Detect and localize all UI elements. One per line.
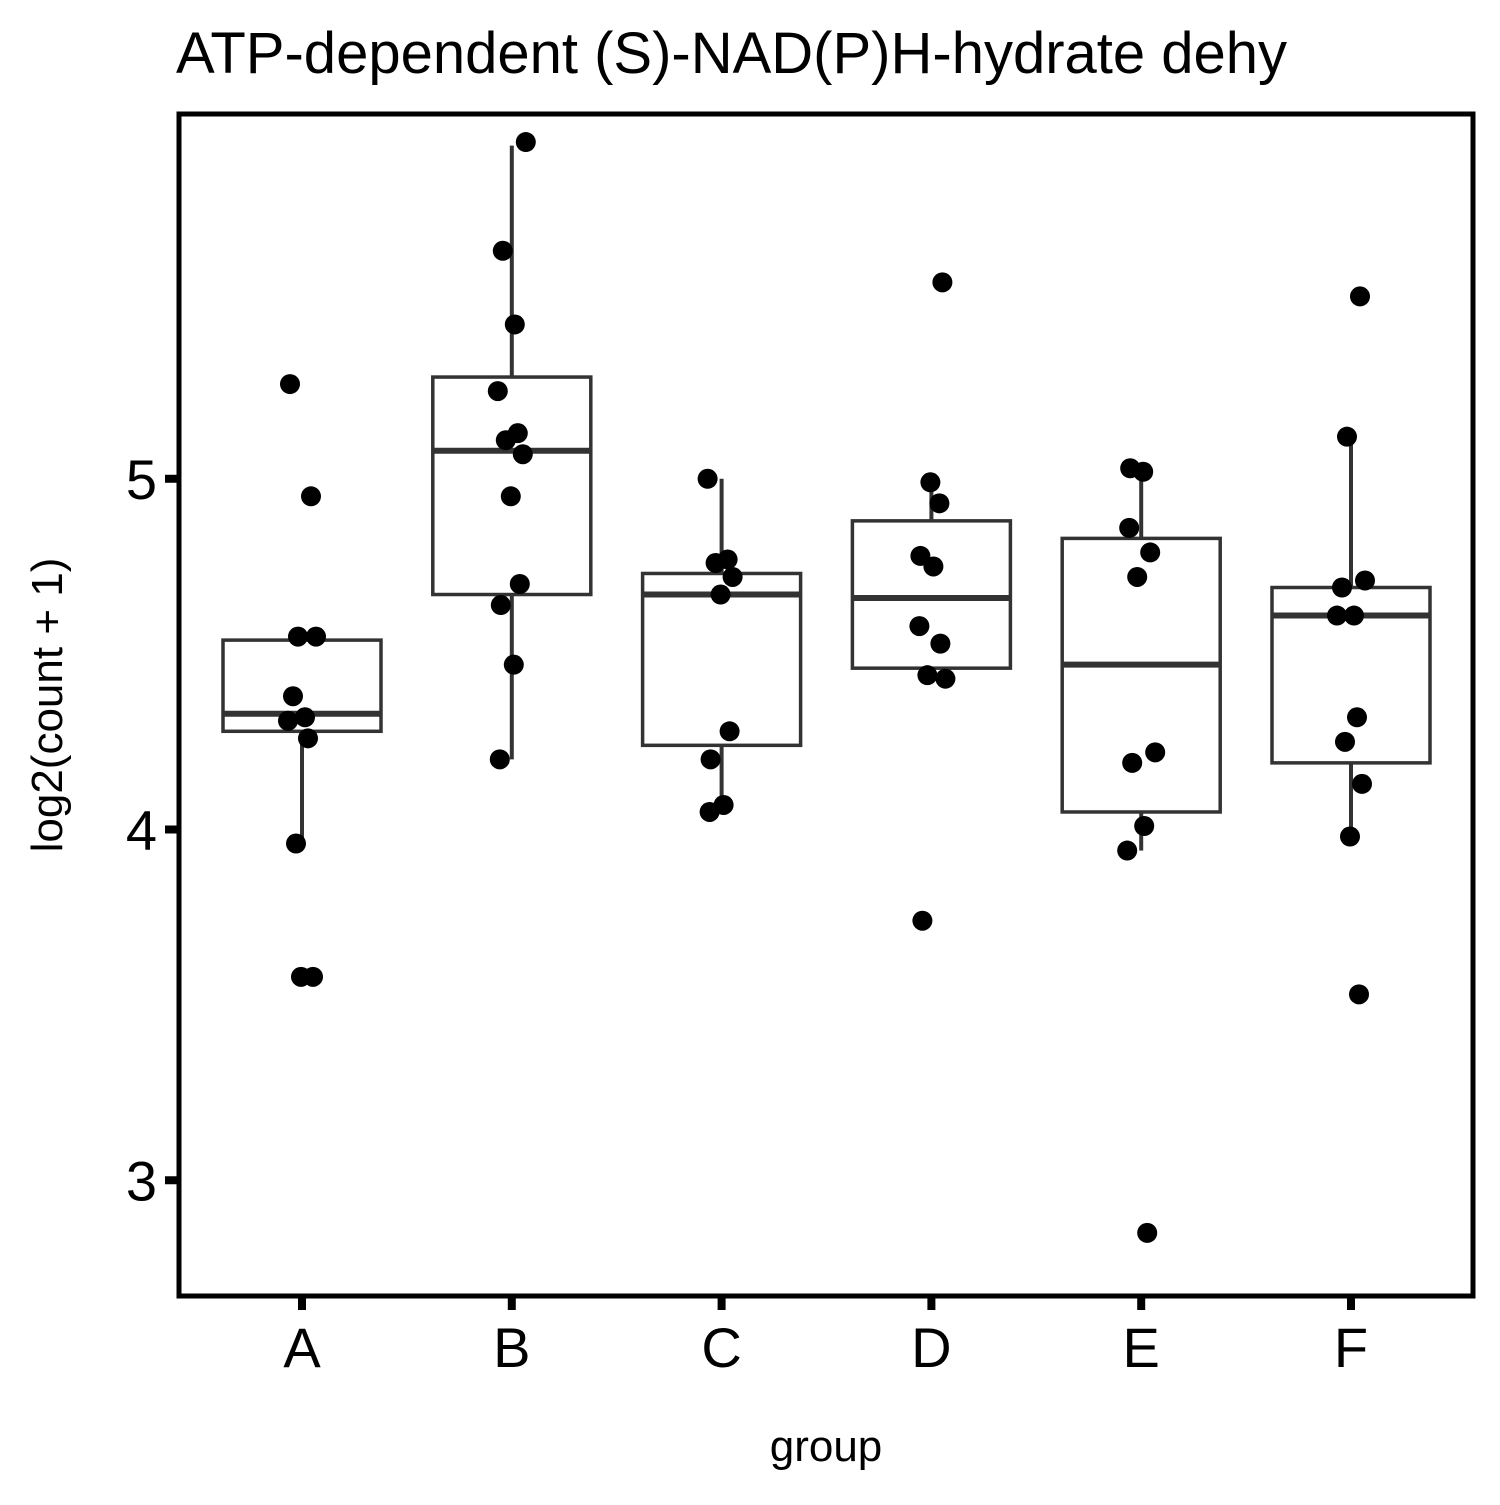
- data-point-d: [909, 616, 930, 637]
- y-tick-label-3: 3: [126, 1149, 157, 1212]
- data-point-e: [1134, 816, 1155, 837]
- y-axis-title: log2(count + 1): [23, 558, 72, 853]
- y-tick-label-5: 5: [126, 448, 157, 511]
- points-b: [487, 132, 536, 770]
- data-point-f: [1332, 577, 1352, 598]
- data-point-b: [512, 444, 533, 465]
- data-point-f: [1347, 707, 1367, 728]
- data-point-e: [1122, 752, 1143, 773]
- box-group-f: [1270, 436, 1432, 837]
- data-point-b: [492, 240, 513, 261]
- data-point-b: [489, 749, 510, 770]
- data-point-c: [710, 584, 731, 605]
- data-point-a: [280, 374, 300, 395]
- data-point-e: [1140, 542, 1161, 563]
- data-point-a: [283, 686, 303, 707]
- x-tick-label-f: F: [1334, 1316, 1368, 1379]
- data-point-c: [705, 552, 726, 573]
- points-a: [278, 374, 326, 987]
- data-point-b: [490, 595, 511, 616]
- x-axis: A B C D E F: [283, 1296, 1368, 1379]
- points-e: [1117, 458, 1166, 1243]
- chart-title: ATP-dependent (S)-NAD(P)H-hydrate dehy: [176, 21, 1287, 86]
- data-point-c: [699, 801, 720, 822]
- x-axis-title: group: [770, 1422, 883, 1471]
- data-point-e: [1127, 566, 1148, 587]
- data-point-c: [697, 468, 718, 489]
- data-point-b: [495, 430, 516, 451]
- points-f: [1327, 286, 1375, 1005]
- data-point-d: [920, 472, 941, 493]
- data-point-d: [923, 556, 944, 577]
- x-tick-label-d: D: [911, 1316, 951, 1379]
- data-point-f: [1340, 826, 1360, 847]
- points-c: [697, 468, 743, 822]
- data-point-f: [1327, 605, 1347, 626]
- data-point-e: [1137, 1222, 1158, 1243]
- data-point-c: [700, 749, 721, 770]
- data-point-e: [1133, 461, 1154, 482]
- data-point-f: [1349, 984, 1369, 1005]
- data-point-d: [917, 665, 938, 686]
- data-point-f: [1350, 286, 1370, 307]
- x-tick-label-a: A: [283, 1316, 321, 1379]
- data-point-f: [1355, 570, 1375, 591]
- x-tick-label-e: E: [1123, 1316, 1160, 1379]
- data-point-a: [291, 966, 311, 987]
- boxes-layer: [221, 145, 1432, 851]
- data-point-b: [500, 486, 521, 507]
- data-point-a: [288, 626, 308, 647]
- data-point-e: [1117, 840, 1138, 861]
- data-point-a: [298, 728, 318, 749]
- data-point-f: [1344, 605, 1364, 626]
- data-point-b: [503, 654, 524, 675]
- data-point-f: [1352, 773, 1372, 794]
- data-point-d: [912, 910, 933, 931]
- points-d: [909, 272, 956, 931]
- data-point-a: [306, 626, 326, 647]
- box-group-c: [640, 478, 803, 812]
- data-point-e: [1145, 742, 1166, 763]
- y-tick-label-4: 4: [126, 799, 157, 862]
- data-point-a: [286, 833, 306, 854]
- x-tick-label-c: C: [701, 1316, 741, 1379]
- data-point-d: [929, 493, 950, 514]
- box-group-b: [431, 145, 593, 760]
- data-point-a: [278, 710, 298, 731]
- data-point-c: [719, 721, 740, 742]
- box-group-e: [1060, 475, 1222, 851]
- data-point-b: [515, 132, 536, 153]
- data-point-f: [1335, 731, 1355, 752]
- data-point-f: [1337, 426, 1357, 447]
- x-tick-label-b: B: [493, 1316, 530, 1379]
- data-point-d: [930, 633, 951, 654]
- data-point-b: [509, 573, 530, 594]
- y-axis: 3 4 5: [126, 448, 179, 1212]
- box-b: [431, 375, 593, 597]
- points-layer: [278, 132, 1375, 1243]
- data-point-b: [487, 381, 508, 402]
- data-point-a: [295, 707, 315, 728]
- data-point-d: [932, 272, 953, 293]
- data-point-e: [1119, 517, 1140, 538]
- data-point-a: [301, 486, 321, 507]
- data-point-c: [722, 566, 743, 587]
- data-point-d: [935, 668, 956, 689]
- data-point-b: [504, 314, 525, 335]
- plot-panel-border: [176, 111, 1476, 1299]
